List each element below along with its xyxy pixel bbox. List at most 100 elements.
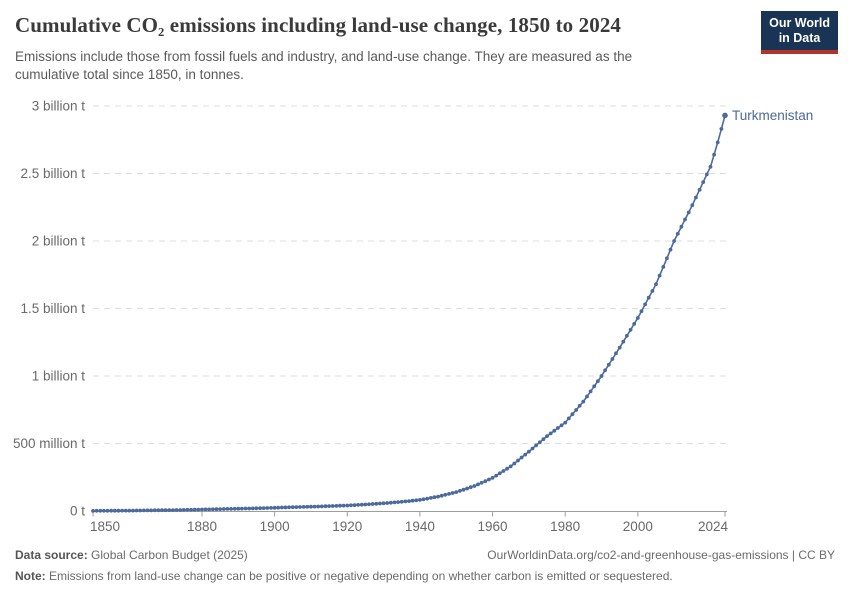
data-point (316, 504, 321, 509)
data-point (494, 473, 499, 478)
data-point (708, 164, 713, 169)
data-point (221, 507, 226, 511)
data-point (171, 508, 175, 512)
series-label[interactable]: Turkmenistan (732, 108, 813, 123)
chart-subtitle: Emissions include those from fossil fuel… (15, 49, 633, 82)
note-text: Emissions from land-use change can be po… (45, 569, 673, 583)
data-point (214, 507, 219, 512)
data-point (476, 482, 480, 487)
y-tick-label: 1 billion t (32, 369, 86, 384)
data-point (403, 499, 408, 504)
x-tick-label: 1920 (332, 519, 362, 534)
data-line[interactable] (92, 115, 726, 512)
data-point (258, 506, 262, 511)
data-point (490, 476, 495, 480)
data-point (225, 507, 230, 511)
data-point (338, 503, 342, 508)
data-point (574, 408, 578, 412)
data-point (701, 180, 706, 185)
data-point (465, 486, 469, 491)
data-point (305, 504, 310, 509)
data-point (265, 506, 270, 510)
data-point (414, 498, 419, 503)
footer-link[interactable]: OurWorldinData.org/co2-and-greenhouse-ga… (487, 548, 835, 562)
data-point (359, 502, 364, 507)
data-point (120, 508, 124, 513)
end-point-dot[interactable] (722, 112, 728, 119)
data-point (450, 491, 455, 495)
data-point (443, 492, 448, 497)
data-point (632, 322, 637, 326)
data-point (548, 431, 553, 436)
data-point (585, 394, 589, 399)
data-point (606, 362, 611, 367)
data-point (243, 506, 248, 511)
data-point (91, 509, 95, 513)
y-tick-label: 500 million t (13, 436, 85, 451)
data-point (577, 403, 582, 408)
data-point (599, 374, 604, 378)
data-point (668, 247, 673, 252)
x-tick-label: 1940 (405, 519, 435, 534)
data-point (665, 256, 669, 261)
data-point (454, 490, 459, 494)
data-point (229, 507, 233, 511)
footer-source-row: Data source: Global Carbon Budget (2025)… (15, 548, 835, 562)
data-point (508, 464, 513, 469)
data-point (479, 480, 484, 485)
data-point (566, 416, 571, 421)
data-point (487, 477, 491, 482)
data-point (356, 503, 360, 507)
y-tick-label: 2.5 billion t (20, 166, 85, 181)
data-point (280, 505, 284, 510)
data-point (392, 500, 397, 505)
data-point (370, 502, 375, 506)
footer-note-row: Note: Emissions from land-use change can… (15, 569, 835, 583)
data-point (472, 484, 477, 488)
data-source-label: Data source: (15, 548, 88, 562)
data-point (436, 494, 440, 499)
data-point (661, 265, 666, 269)
data-point (236, 506, 241, 511)
data-point (425, 496, 430, 501)
data-point (530, 446, 535, 451)
data-point (410, 498, 415, 503)
data-point (272, 505, 277, 510)
data-point (650, 289, 655, 293)
data-point (352, 503, 357, 507)
x-tick-label: 1980 (550, 519, 580, 534)
data-point (592, 384, 597, 389)
data-point (603, 368, 607, 373)
y-tick-label: 2 billion t (32, 234, 86, 249)
data-point (160, 508, 164, 513)
data-point (131, 508, 135, 513)
data-point (94, 508, 99, 513)
owid-logo[interactable]: Our World in Data (761, 11, 838, 54)
data-point (185, 507, 190, 512)
data-point (621, 339, 626, 344)
data-point (374, 501, 379, 506)
x-tick-label: 2024 (698, 519, 729, 534)
data-point (127, 508, 132, 513)
data-point (334, 504, 339, 508)
data-point (639, 309, 644, 314)
data-point (704, 172, 709, 177)
data-point (690, 203, 695, 208)
data-point (559, 423, 564, 428)
note-label: Note: (15, 569, 46, 583)
data-point (512, 461, 517, 466)
data-point (254, 506, 259, 511)
data-point (363, 502, 368, 507)
data-point (635, 316, 640, 320)
x-tick-label: 1850 (90, 519, 120, 534)
data-point (218, 507, 223, 511)
data-point (192, 507, 197, 512)
page-title: Cumulative CO₂ emissions including land-… (15, 13, 622, 37)
data-point (537, 440, 542, 445)
data-point (588, 389, 593, 394)
data-point (312, 504, 317, 509)
data-point (189, 507, 194, 512)
data-point (581, 399, 586, 404)
